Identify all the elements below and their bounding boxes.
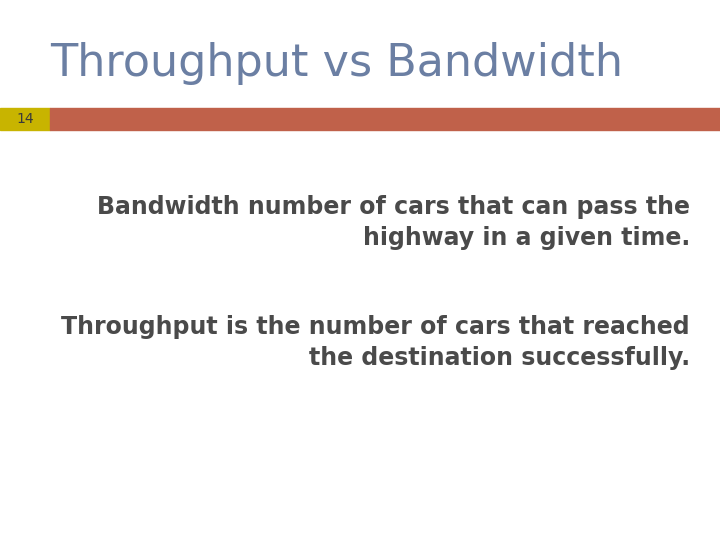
Text: 14: 14 bbox=[16, 112, 34, 126]
Text: Bandwidth number of cars that can pass the
highway in a given time.: Bandwidth number of cars that can pass t… bbox=[97, 195, 690, 249]
Text: Throughput vs Bandwidth: Throughput vs Bandwidth bbox=[50, 42, 623, 85]
Bar bbox=[0, 108, 50, 130]
Text: Throughput is the number of cars that reached
the destination successfully.: Throughput is the number of cars that re… bbox=[61, 315, 690, 370]
Bar bbox=[50, 108, 720, 130]
